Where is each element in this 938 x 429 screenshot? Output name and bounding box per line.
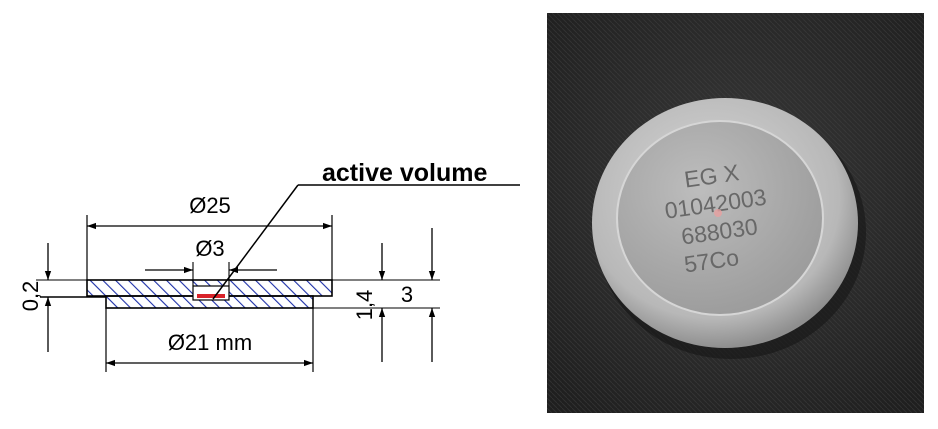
gap-dimension: 0,2 <box>18 243 87 352</box>
total-height-label: 3 <box>401 282 413 307</box>
disc-face <box>616 120 824 316</box>
source-photo: EG X 01042003 688030 57Co <box>547 13 924 413</box>
inner-diameter-dimension: Ø3 <box>145 236 277 286</box>
outer-diameter-dimension: Ø25 <box>86 193 333 280</box>
gap-label: 0,2 <box>18 281 43 312</box>
source-cross-section <box>40 279 333 309</box>
height-dimensions: 1,4 3 <box>313 228 440 362</box>
base-diameter-label: Ø21 mm <box>168 330 252 355</box>
active-volume-fill <box>197 294 225 298</box>
technical-drawing: active volume Ø25 Ø3 Ø21 mm 0,2 1,4 <box>18 159 520 372</box>
body-thickness-label: 1,4 <box>352 290 377 321</box>
outer-diameter-label: Ø25 <box>189 193 231 218</box>
active-spot <box>714 209 722 217</box>
base-diameter-dimension: Ø21 mm <box>105 308 314 372</box>
active-volume-label: active volume <box>322 159 487 187</box>
active-volume-callout: active volume <box>212 159 520 300</box>
engraving: EG X 01042003 688030 57Co <box>663 159 768 277</box>
inner-diameter-label: Ø3 <box>195 236 224 261</box>
